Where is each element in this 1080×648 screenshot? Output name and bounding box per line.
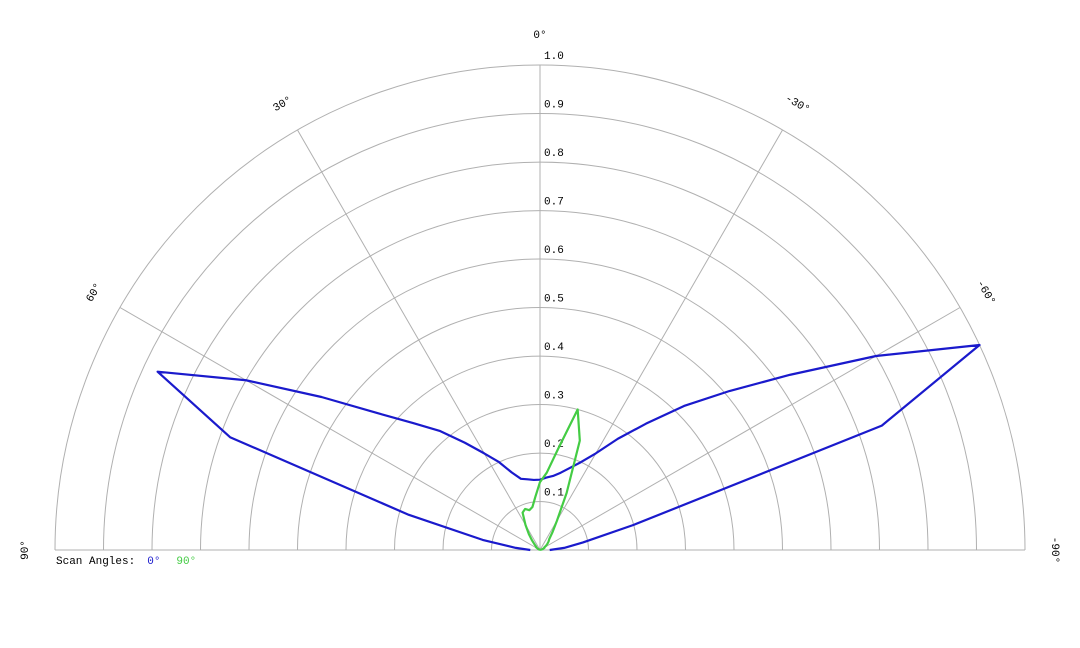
grid-spoke [539, 129, 783, 551]
legend-entry: 0° [147, 556, 160, 568]
series-line [521, 408, 581, 552]
angle-label: 0° [533, 30, 546, 42]
r-tick-label: 0.4 [544, 342, 564, 354]
r-tick-label: 0.1 [544, 488, 564, 500]
angle-label: -30° [783, 93, 812, 117]
angle-label: 90° [20, 540, 32, 560]
r-tick-label: 0.3 [544, 391, 564, 403]
grid-spoke [119, 307, 541, 551]
angle-label: -60° [973, 279, 997, 308]
angle-label: 30° [271, 95, 294, 115]
angle-label: 60° [85, 281, 105, 304]
legend-entry: 90° [176, 556, 196, 568]
legend-title: Scan Angles: [56, 556, 135, 568]
r-tick-label: 0.8 [544, 148, 564, 160]
r-tick-label: 1.0 [544, 51, 564, 63]
angle-label: -90° [1048, 537, 1060, 563]
grid-spoke [539, 307, 961, 551]
r-tick-label: 0.7 [544, 197, 564, 209]
r-tick-label: 0.9 [544, 100, 564, 112]
r-tick-label: 0.6 [544, 245, 564, 257]
grid-spoke [297, 129, 541, 551]
series-line [156, 343, 981, 552]
r-tick-label: 0.5 [544, 294, 564, 306]
